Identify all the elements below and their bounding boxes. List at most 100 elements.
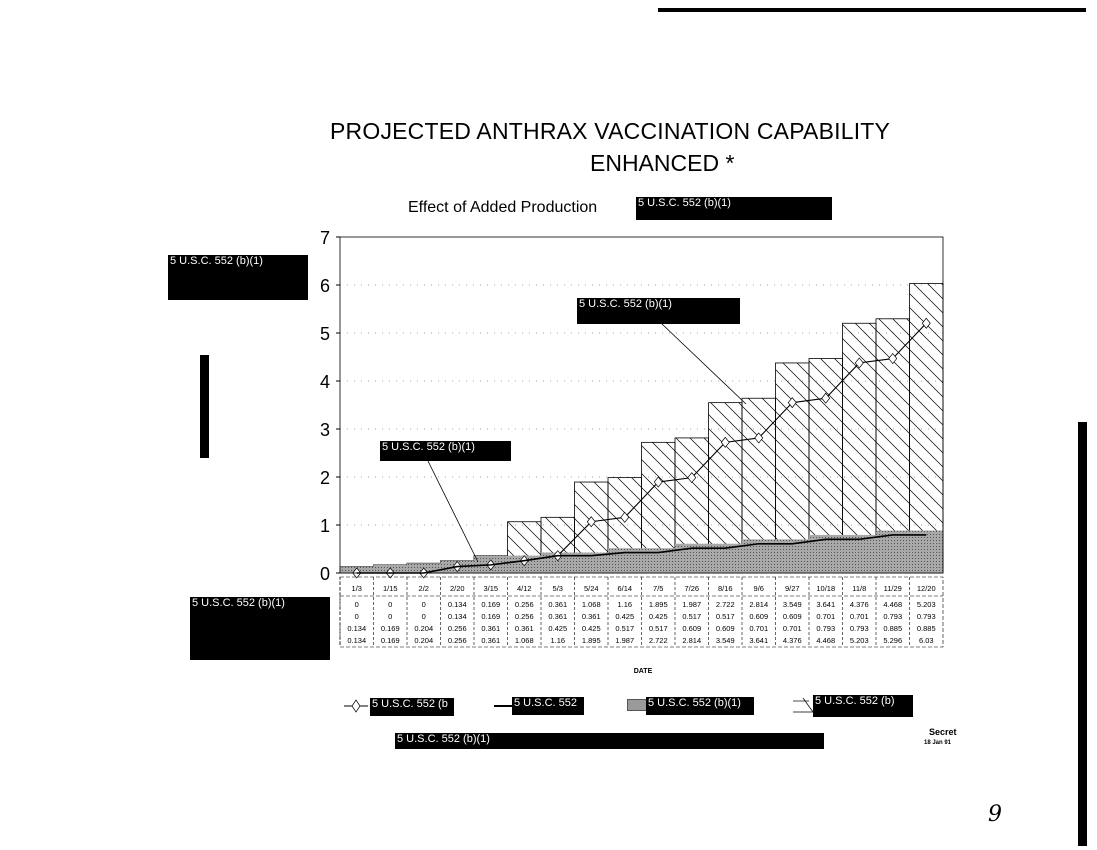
x-tick-label: 5/24 [584,584,599,593]
table-cell: 0.701 [816,612,835,621]
x-tick-label: 10/18 [816,584,835,593]
table-cell: 1.987 [682,600,701,609]
legend-label-4: 5 U.S.C. 552 (b) [813,695,913,717]
page-number: 9 [988,802,1002,827]
y-tick-label: 5 [320,324,330,344]
table-cell: 1.068 [582,600,601,609]
table-cell: 0.256 [515,612,534,621]
footnote-redaction: 5 U.S.C. 552 (b)(1) [395,733,824,749]
table-cell: 0 [422,612,426,621]
chart-title-line1: PROJECTED ANTHRAX VACCINATION CAPABILITY [330,118,891,144]
table-cell: 0 [355,612,359,621]
y-tick-label: 7 [320,228,330,248]
redaction-annotation-2: 5 U.S.C. 552 (b)(1) [380,441,511,461]
diamond-marker [787,397,797,409]
diamond-marker [888,352,898,365]
x-tick-label: 2/2 [419,584,429,593]
y-tick-label: 1 [320,516,330,536]
x-tick-label: 3/15 [483,584,498,593]
table-cell: 0.204 [414,636,433,645]
table-cell: 0.609 [682,624,701,633]
right-edge-bar [1078,422,1087,846]
plot-frame [339,236,944,574]
chart-subtitle: Effect of Added Production [408,199,598,216]
table-cell: 0.517 [682,612,701,621]
left-redaction-bar [200,355,209,458]
table-cell: 1.895 [649,600,668,609]
diamond-marker [687,472,697,484]
diamond-marker [754,432,764,444]
table-cell: 0.425 [548,624,567,633]
table-cell: 0 [388,612,392,621]
diamond-marker [854,357,864,369]
table-cell: 0.609 [783,612,802,621]
table-cell: 1.16 [617,600,632,609]
shaded-area-segment [842,534,876,573]
legend-label-2: 5 U.S.C. 552 [512,697,584,715]
annotation-leader-2 [427,460,479,563]
diamond-marker [586,516,596,528]
legend-swatch-hatched [793,697,814,713]
table-cell: 0.701 [749,624,768,633]
y-tick-label: 6 [320,276,330,296]
x-tick-label: 5/3 [553,584,563,593]
redaction-table-labels: 5 U.S.C. 552 (b)(1) [190,597,330,660]
table-cell: 0.425 [582,624,601,633]
x-tick-label: 4/12 [517,584,532,593]
legend-swatch-line [494,705,512,707]
x-tick-label: 8/16 [718,584,733,593]
table-cell: 0 [422,600,426,609]
table-cell: 2.814 [749,600,768,609]
table-cell: 4.376 [850,600,869,609]
diamond-marker [921,317,931,329]
table-cell: 4.468 [816,636,835,645]
table-cell: 5.203 [917,600,936,609]
diamond-marker [720,436,730,448]
x-tick-label: 6/14 [617,584,632,593]
table-cell: 0.361 [548,600,567,609]
table-cell: 1.16 [550,636,565,645]
table-cell: 0.134 [347,636,366,645]
table-cell: 3.549 [716,636,735,645]
table-cell: 4.468 [883,600,902,609]
table-cell: 0.361 [515,624,534,633]
hatched-bar [909,283,944,574]
chart-title-line2: ENHANCED * [590,150,735,176]
table-cell: 0.885 [917,624,936,633]
table-cell: 0.425 [615,612,634,621]
table-cell: 0.425 [649,612,668,621]
table-cell: 3.641 [749,636,768,645]
annotation-leader-1 [661,323,747,405]
table-cell: 0 [388,600,392,609]
table-cell: 0.609 [716,624,735,633]
table-cell: 4.376 [783,636,802,645]
table-cell: 0.793 [816,624,835,633]
diamond-marker [653,476,663,488]
table-cell: 0.134 [448,612,467,621]
table-cell: 0.256 [515,600,534,609]
y-tick-label: 2 [320,468,330,488]
x-tick-label: 12/20 [917,584,936,593]
table-cell: 0.361 [548,612,567,621]
y-tick-label: 3 [320,420,330,440]
table-cell: 0.361 [481,636,500,645]
y-tick-label: 4 [320,372,330,392]
redaction-yaxis-label: 5 U.S.C. 552 (b)(1) [168,255,308,300]
x-tick-label: 11/29 [884,584,902,593]
shaded-area-segment [909,530,943,573]
x-tick-label: 2/20 [450,584,465,593]
table-cell: 0.134 [448,600,467,609]
table-cell: 0.885 [883,624,902,633]
classification-marking: Secret [929,727,957,737]
x-tick-label: 11/8 [852,584,866,593]
x-tick-label: 1/3 [352,584,362,593]
y-tick-label: 0 [320,564,330,584]
table-cell: 0.169 [481,600,500,609]
table-cell: 0.256 [448,636,467,645]
table-cell: 3.641 [816,600,835,609]
series-line [356,534,927,574]
table-cell: 3.549 [783,600,802,609]
table-cell: 0 [355,600,359,609]
